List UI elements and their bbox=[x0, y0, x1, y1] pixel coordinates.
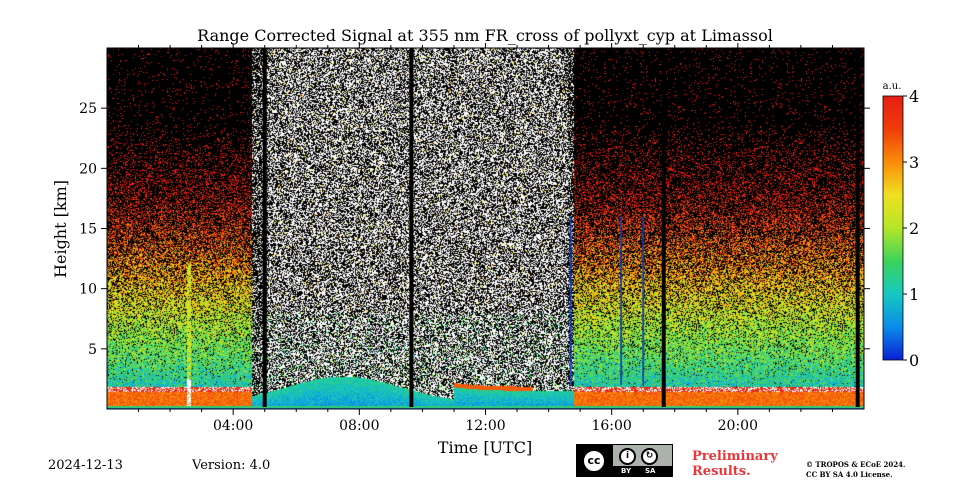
colorbar-tick-label: 4 bbox=[909, 87, 919, 106]
chart-title: Range Corrected Signal at 355 nm FR_cros… bbox=[197, 26, 773, 45]
x-axis-label: Time [UTC] bbox=[438, 438, 532, 457]
cc-strip: BY SA bbox=[613, 466, 672, 476]
share-alike-icon: ↻ bbox=[641, 448, 658, 465]
x-tick-label: 16:00 bbox=[591, 418, 631, 434]
cc-sa-label: SA bbox=[645, 467, 656, 475]
preliminary-line-1: Preliminary bbox=[692, 449, 778, 464]
missing-data-bar bbox=[262, 48, 267, 407]
sparse-profile bbox=[569, 216, 572, 385]
colorbar-tick-label: 2 bbox=[909, 219, 919, 238]
y-axis: 5 10 15 20 25 bbox=[79, 101, 870, 358]
colorbar-tick-label: 1 bbox=[909, 285, 919, 304]
y-tick-label: 15 bbox=[79, 222, 97, 238]
cc-icon: cc bbox=[582, 449, 606, 473]
x-tick-label: 20:00 bbox=[718, 418, 758, 434]
plot-area bbox=[106, 47, 865, 410]
sparse-profile bbox=[642, 216, 645, 385]
colorbar-tick-label: 0 bbox=[909, 351, 919, 370]
preliminary-notice: Preliminary Results. bbox=[692, 449, 778, 479]
sparse-profile bbox=[620, 216, 623, 385]
y-tick-label: 20 bbox=[79, 161, 97, 177]
missing-data-bar bbox=[855, 48, 860, 407]
x-tick-label: 04:00 bbox=[213, 418, 253, 434]
missing-data-bars bbox=[262, 48, 860, 407]
copyright-line-1: © TROPOS & ECoE 2024. bbox=[806, 460, 906, 469]
preliminary-line-2: Results. bbox=[692, 464, 751, 479]
missing-data-bar bbox=[661, 48, 666, 407]
missing-data-bar bbox=[409, 48, 414, 407]
cc-by-label: BY bbox=[621, 467, 632, 475]
heatmap-image bbox=[107, 48, 864, 409]
date-label: 2024-12-13 bbox=[48, 458, 123, 473]
cc-license-badge[interactable]: cc i ↻ BY SA bbox=[576, 444, 673, 477]
y-axis-label: Height [km] bbox=[51, 180, 70, 278]
colorbar-tick-label: 3 bbox=[909, 153, 919, 172]
y-tick-label: 10 bbox=[79, 282, 97, 298]
cc-logo: cc bbox=[577, 445, 613, 476]
x-axis: 04:00 08:00 12:00 16:00 20:00 bbox=[138, 43, 833, 434]
y-tick-label: 5 bbox=[88, 342, 97, 358]
x-tick-label: 12:00 bbox=[465, 418, 505, 434]
colorbar-gradient bbox=[882, 95, 904, 361]
colorbar: a.u. 0 1 2 3 4 bbox=[882, 81, 919, 370]
colorbar-ticks: 0 1 2 3 4 bbox=[903, 87, 919, 370]
colorbar-unit: a.u. bbox=[883, 81, 902, 92]
version-label: Version: 4.0 bbox=[192, 458, 271, 473]
x-tick-label: 08:00 bbox=[339, 418, 379, 434]
copyright-notice: © TROPOS & ECoE 2024. CC BY SA 4.0 Licen… bbox=[806, 460, 905, 480]
copyright-line-2: CC BY SA 4.0 License. bbox=[806, 470, 893, 479]
attribution-icon: i bbox=[619, 448, 636, 465]
y-tick-label: 25 bbox=[79, 101, 97, 117]
